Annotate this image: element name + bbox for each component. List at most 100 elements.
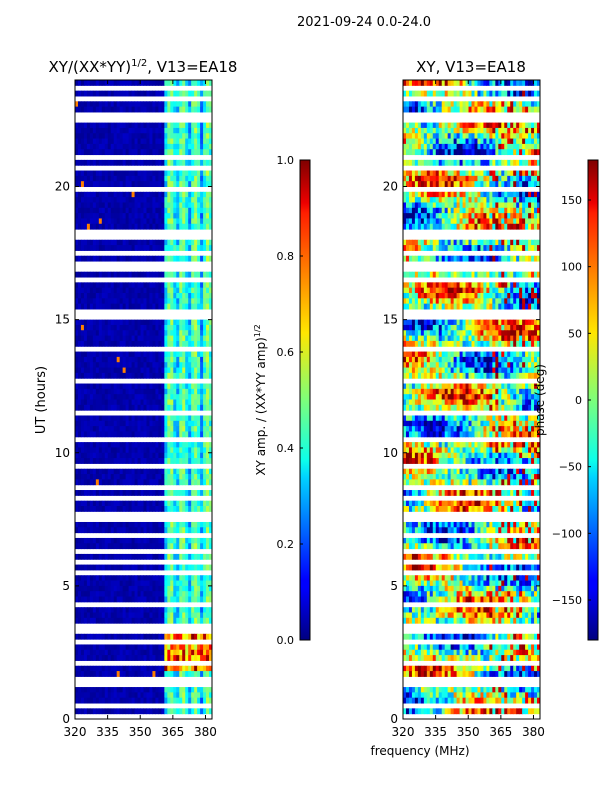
amp-cell xyxy=(209,564,212,571)
amp-cell xyxy=(155,80,159,86)
phase-cell xyxy=(486,122,490,129)
phase-cell xyxy=(465,170,470,177)
amp-cell xyxy=(137,356,142,363)
phase-cell xyxy=(403,239,407,246)
amp-cell xyxy=(86,271,91,278)
phase-cell xyxy=(531,133,535,140)
phase-cell xyxy=(423,218,428,225)
amp-cell xyxy=(146,644,150,651)
amp-cell xyxy=(200,431,204,438)
amp-cell xyxy=(110,367,115,374)
phase-cell xyxy=(465,191,470,198)
amp-cell xyxy=(209,617,212,624)
amp-cell xyxy=(104,687,109,693)
amp-cell xyxy=(128,213,133,219)
amp-cell xyxy=(89,335,94,342)
amp-cell xyxy=(122,143,127,150)
amp-cell xyxy=(113,362,118,369)
amp-cell xyxy=(98,245,103,251)
amp-cell xyxy=(95,521,100,528)
phase-cell xyxy=(519,143,523,150)
amp-cell xyxy=(89,468,94,475)
amp-cell xyxy=(98,181,103,188)
amp-cell xyxy=(134,351,139,358)
amp-cell xyxy=(75,106,79,113)
amp-cell xyxy=(158,362,162,369)
amp-cell xyxy=(170,101,174,108)
amp-cell xyxy=(200,644,204,651)
amp-cell xyxy=(101,106,106,113)
amp-cell xyxy=(116,564,121,571)
amp-cell xyxy=(185,303,189,310)
amp-cell xyxy=(143,479,147,486)
amp-cell xyxy=(179,372,183,379)
amp-cell xyxy=(197,356,201,363)
amp-cell xyxy=(89,282,94,289)
amp-cell xyxy=(170,687,174,693)
amp-cell xyxy=(134,426,139,432)
amp-cell xyxy=(203,431,207,438)
amp-cell xyxy=(113,207,118,214)
amp-cell xyxy=(131,106,136,113)
phase-cell xyxy=(423,133,428,140)
amp-cell xyxy=(110,596,115,603)
amp-cell xyxy=(125,90,130,97)
amp-cell xyxy=(122,399,127,406)
amp-cell xyxy=(182,239,186,246)
amp-cell xyxy=(197,127,201,134)
amp-cell xyxy=(101,575,106,582)
phase-cell xyxy=(429,170,434,177)
phase-cell xyxy=(534,101,538,108)
amp-cell xyxy=(128,293,133,299)
amp-cell xyxy=(155,655,159,661)
amp-cell xyxy=(197,202,201,209)
amp-cell xyxy=(137,367,142,374)
phase-cell xyxy=(423,143,428,150)
amp-cell xyxy=(140,479,144,486)
amp-cell xyxy=(185,213,189,219)
amp-cell xyxy=(182,351,186,358)
amp-cell xyxy=(110,388,115,395)
phase-cell xyxy=(403,255,407,262)
amp-cell xyxy=(92,282,97,289)
amp-cell xyxy=(98,143,103,150)
amp-cell xyxy=(203,207,207,214)
amp-cell xyxy=(89,127,94,134)
amp-cell xyxy=(101,207,106,214)
amp-cell xyxy=(101,580,106,587)
phase-cell xyxy=(522,159,526,166)
amp-cell xyxy=(83,239,88,246)
phase-cell xyxy=(495,255,499,262)
amp-cell xyxy=(206,271,210,278)
amp-cell xyxy=(140,80,144,86)
phase-cell xyxy=(519,175,523,182)
amp-cell xyxy=(134,458,139,464)
amp-cell xyxy=(101,351,106,358)
amp-cell xyxy=(107,90,112,97)
amp-cell xyxy=(110,633,115,640)
amp-cell xyxy=(80,553,85,560)
amp-cell xyxy=(206,564,210,571)
amp-cell xyxy=(86,474,91,480)
amp-cell xyxy=(104,175,109,182)
amp-cell xyxy=(119,633,124,640)
amp-cell xyxy=(80,479,85,486)
amp-cell xyxy=(128,644,133,651)
amp-cell xyxy=(179,564,183,571)
amp-cell xyxy=(185,420,189,427)
amp-cell xyxy=(179,394,183,401)
amp-cell xyxy=(143,708,147,715)
phase-cell xyxy=(447,133,452,140)
amp-cell xyxy=(116,367,121,374)
phase-cell xyxy=(450,143,455,150)
amp-cell xyxy=(200,655,204,661)
amp-cell xyxy=(131,101,136,108)
amp-cell xyxy=(98,218,103,225)
amp-cell xyxy=(134,506,139,512)
amp-cell xyxy=(206,335,210,342)
amp-cell xyxy=(92,649,97,656)
y-tick-label: 10 xyxy=(55,446,70,460)
phase-cell xyxy=(504,143,508,150)
amp-cell xyxy=(182,617,186,624)
phase-cell xyxy=(444,181,449,188)
